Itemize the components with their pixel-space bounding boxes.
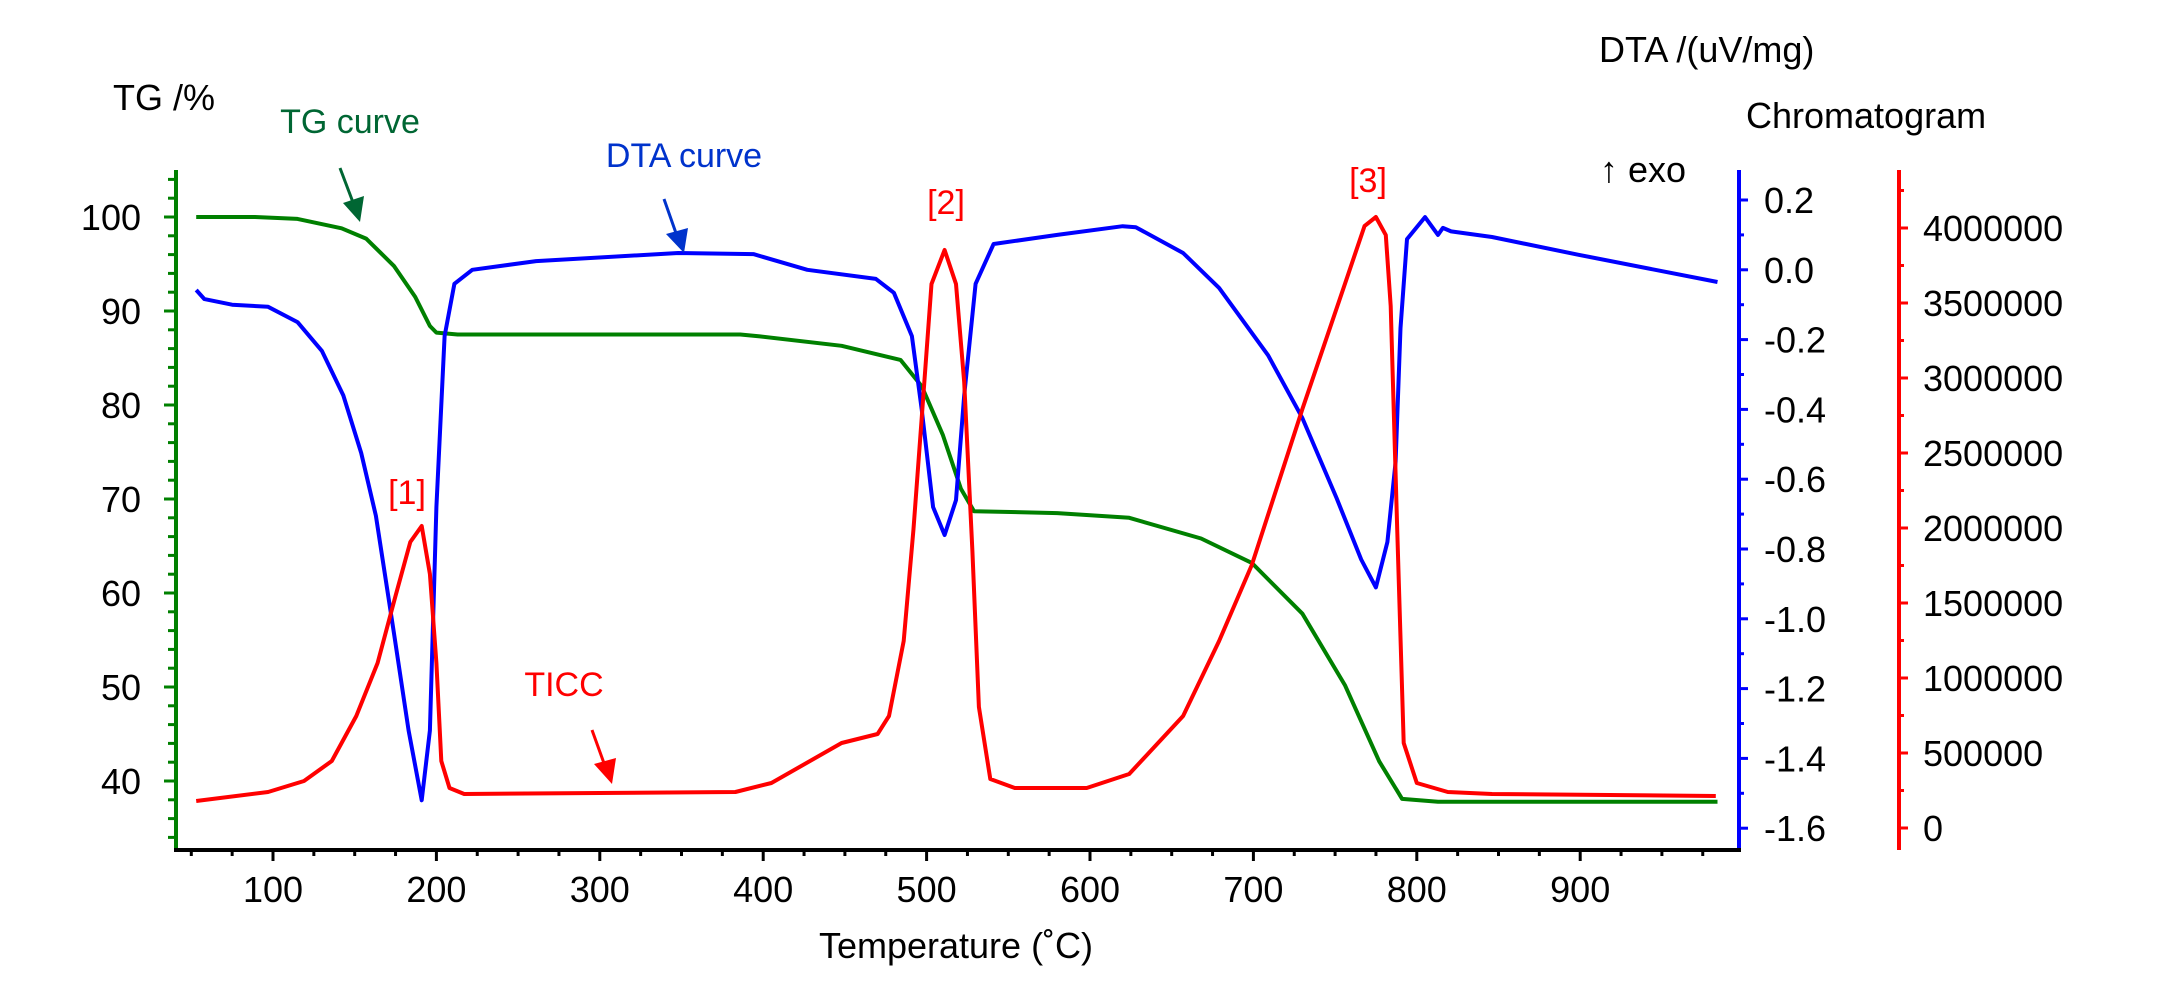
dta-curve-line xyxy=(194,215,1718,803)
x-tick-label: 900 xyxy=(1550,869,1610,910)
dta-tick-label: 0.2 xyxy=(1764,180,1814,221)
chromatogram-tick-label: 500000 xyxy=(1923,733,2043,774)
dta-tick-label: -1.6 xyxy=(1764,808,1826,849)
dta-tick-label: -0.4 xyxy=(1764,389,1826,430)
dta-tick-label: -1.0 xyxy=(1764,599,1826,640)
chromatogram-tick-label: 1500000 xyxy=(1923,583,2063,624)
tg-axis-title: TG /% xyxy=(113,77,215,118)
tg-tick-label: 80 xyxy=(101,385,141,426)
x-axis-title: Temperature (˚C) xyxy=(819,925,1093,966)
annotation-ticc: TICC xyxy=(524,666,603,704)
x-tick-label: 800 xyxy=(1387,869,1447,910)
dta-axis-title: DTA /(uV/mg) xyxy=(1599,29,1814,70)
dta-tick-label: 0.0 xyxy=(1764,250,1814,291)
tg-tick-label: 40 xyxy=(101,761,141,802)
peak-label-2: [2] xyxy=(927,184,965,222)
dta-tick-label: -0.8 xyxy=(1764,529,1826,570)
peak-label-3: [3] xyxy=(1349,162,1387,200)
tg-tick-label: 70 xyxy=(101,479,141,520)
chromatogram-tick-label: 2000000 xyxy=(1923,508,2063,549)
x-tick-label: 700 xyxy=(1223,869,1283,910)
annotation-tg-curve: TG curve xyxy=(280,103,420,141)
axes: 100 200 300 400 500 600 700 800 900 40 50 60 70 80 90 1… xyxy=(81,170,2063,910)
ticc-curve-line xyxy=(195,215,1716,803)
peak-label-1: [1] xyxy=(388,474,426,512)
annotation-dta-curve: DTA curve xyxy=(606,137,762,175)
x-tick-label: 100 xyxy=(243,869,303,910)
chromatogram-tick-label: 4000000 xyxy=(1923,208,2063,249)
dta-tick-label: -0.6 xyxy=(1764,459,1826,500)
dta-tick-label: -1.4 xyxy=(1764,738,1826,779)
exo-direction-note: ↑ exo xyxy=(1600,149,1686,190)
x-tick-label: 200 xyxy=(406,869,466,910)
x-tick-label: 400 xyxy=(733,869,793,910)
x-tick-label: 500 xyxy=(897,869,957,910)
chromatogram-tick-label: 3500000 xyxy=(1923,283,2063,324)
tg-curve-line xyxy=(196,215,1718,804)
x-tick-label: 300 xyxy=(570,869,630,910)
tg-tick-label: 90 xyxy=(101,291,141,332)
chromatogram-tick-label: 2500000 xyxy=(1923,433,2063,474)
tg-curve-arrow-icon xyxy=(338,167,364,222)
dta-tick-label: -0.2 xyxy=(1764,320,1826,361)
chromatogram-tick-label: 3000000 xyxy=(1923,358,2063,399)
dta-curve-arrow-icon xyxy=(662,198,688,253)
chromatogram-tick-label: 0 xyxy=(1923,808,1943,849)
ticc-arrow-icon xyxy=(590,729,616,784)
tg-tick-label: 50 xyxy=(101,667,141,708)
tg-tick-label: 60 xyxy=(101,573,141,614)
dta-tick-label: -1.2 xyxy=(1764,669,1826,710)
chromatogram-tick-label: 1000000 xyxy=(1923,658,2063,699)
x-tick-label: 600 xyxy=(1060,869,1120,910)
chromatogram-axis-title: Chromatogram xyxy=(1746,95,1986,136)
series-layer xyxy=(194,215,1718,804)
tg-tick-label: 100 xyxy=(81,197,141,238)
